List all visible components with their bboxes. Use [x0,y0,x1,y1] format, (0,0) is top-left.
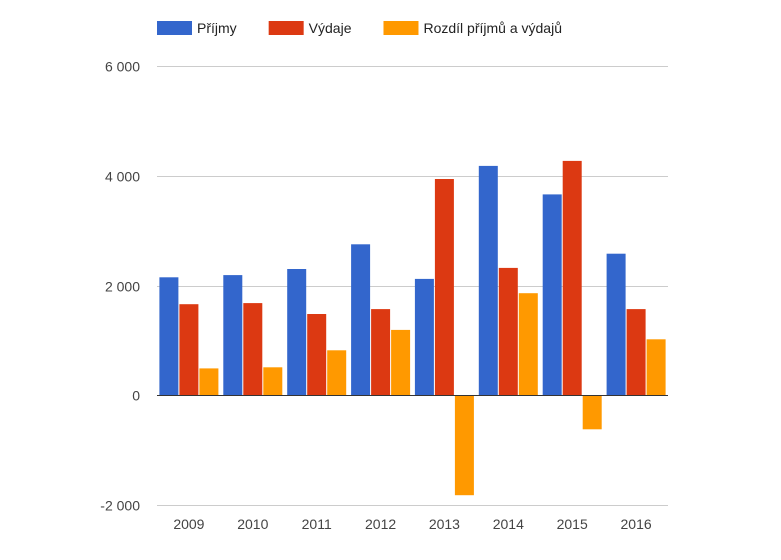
x-tick-label: 2013 [429,516,460,532]
legend-label[interactable]: Příjmy [197,20,237,36]
bar-2015-series-1[interactable] [542,194,562,396]
bar-2010-series-3[interactable] [263,367,283,396]
legend-swatch[interactable] [383,21,419,35]
legend-label[interactable]: Výdaje [309,20,352,36]
x-tick-label: 2015 [557,516,588,532]
bar-2015-series-2[interactable] [562,160,582,396]
bar-2009-series-1[interactable] [159,277,179,396]
x-tick-label: 2011 [302,516,332,532]
bar-2009-series-3[interactable] [199,368,219,396]
bar-2010-series-2[interactable] [243,303,263,396]
bars [159,160,666,496]
bar-2012-series-2[interactable] [371,309,391,396]
bar-2011-series-1[interactable] [287,269,307,396]
y-axis: -2 000 0 2 000 4 000 6 000 [100,59,140,514]
y-tick-label: 0 [132,388,140,404]
legend-swatch[interactable] [157,21,192,35]
x-tick-label: 2012 [365,516,396,532]
bar-2016-series-1[interactable] [606,253,626,396]
x-tick-label: 2010 [237,516,268,532]
bar-2009-series-2[interactable] [179,304,199,396]
bar-2012-series-1[interactable] [351,244,371,396]
bar-2015-series-3[interactable] [582,395,602,430]
bar-2014-series-3[interactable] [518,293,538,396]
x-tick-label: 2016 [621,516,652,532]
y-tick-label: 4 000 [105,169,140,185]
bar-2013-series-3[interactable] [454,395,474,496]
legend[interactable]: Příjmy Výdaje Rozdíl příjmů a výdajů [157,20,562,36]
y-tick-label: 2 000 [105,279,140,295]
y-tick-label: -2 000 [100,498,140,514]
bar-2016-series-2[interactable] [626,309,646,396]
bar-2010-series-1[interactable] [223,275,243,396]
bar-2016-series-3[interactable] [646,339,666,396]
bar-2013-series-2[interactable] [434,179,454,396]
x-tick-label: 2009 [173,516,204,532]
legend-swatch[interactable] [268,21,304,35]
x-tick-label: 2014 [493,516,524,532]
bar-2012-series-3[interactable] [391,329,411,396]
bar-2011-series-3[interactable] [327,350,347,396]
y-tick-label: 6 000 [105,59,140,75]
legend-label[interactable]: Rozdíl příjmů a výdajů [423,20,562,36]
bar-2014-series-2[interactable] [498,267,518,396]
bar-2011-series-2[interactable] [307,314,327,396]
bar-2014-series-1[interactable] [478,165,498,396]
x-axis: 2009 2010 2011 2012 2013 2014 2015 2016 [173,516,652,532]
bar-2013-series-1[interactable] [414,278,434,396]
